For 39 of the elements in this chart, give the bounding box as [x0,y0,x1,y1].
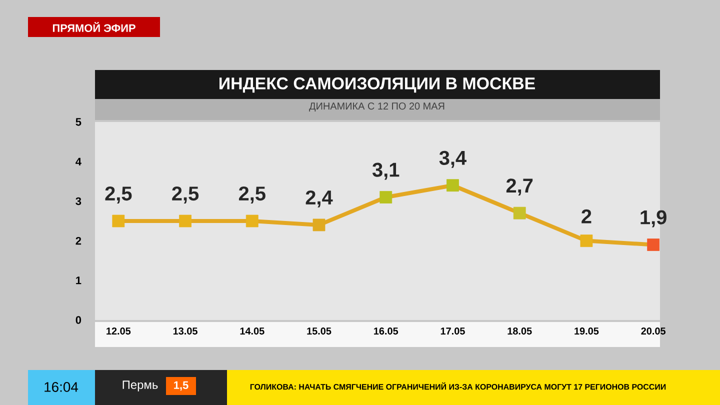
x-tick-label: 19.05 [574,328,599,335]
y-tick-label: 1 [76,276,82,284]
x-tick-label: 17.05 [440,328,465,335]
text: 1,5 [174,381,188,391]
x-tick-label: 14.05 [240,328,264,335]
point [647,238,660,251]
point [380,191,392,204]
data-label: 3,4 [439,150,466,168]
point [179,214,192,228]
point [580,234,593,247]
data-label: 2,5 [172,186,199,204]
point [446,179,459,192]
y-tick-label: 3 [76,197,82,206]
data-label: 2,5 [105,186,132,204]
point [246,214,258,228]
point [513,206,526,220]
data-label: 3,1 [372,162,400,180]
y-tick-label: 5 [76,118,82,126]
x-tick-label: 18.05 [508,328,532,335]
y-tick-label: 0 [76,316,82,324]
y-tick-label: 2 [76,236,82,245]
x-tick-label: 12.05 [106,328,131,335]
data-label: 1,9 [640,210,666,228]
chart-title: ИНДЕКС САМОИЗОЛЯЦИИ В МОСКВЕ [220,77,535,93]
x-tick-label: 15.05 [307,328,332,335]
text: ПРЯМОЙ ЭФИР [52,22,136,32]
x-tick-label: 13.05 [173,328,198,335]
text: Пермь [122,380,158,392]
data-label: 2,4 [306,190,333,208]
point [312,218,326,232]
text: 16:04 [44,382,78,392]
x-tick-label: 20.05 [641,328,666,335]
data-label: 2 [582,209,592,224]
chart-subtitle: ДИНАМИКА С 12 ПО 20 МАЯ [309,102,444,112]
data-label: 2,5 [238,186,266,204]
x-tick-label: 16.05 [374,328,398,335]
data-label: 2,7 [506,178,533,196]
y-tick-label: 4 [76,158,82,166]
point [112,214,125,228]
